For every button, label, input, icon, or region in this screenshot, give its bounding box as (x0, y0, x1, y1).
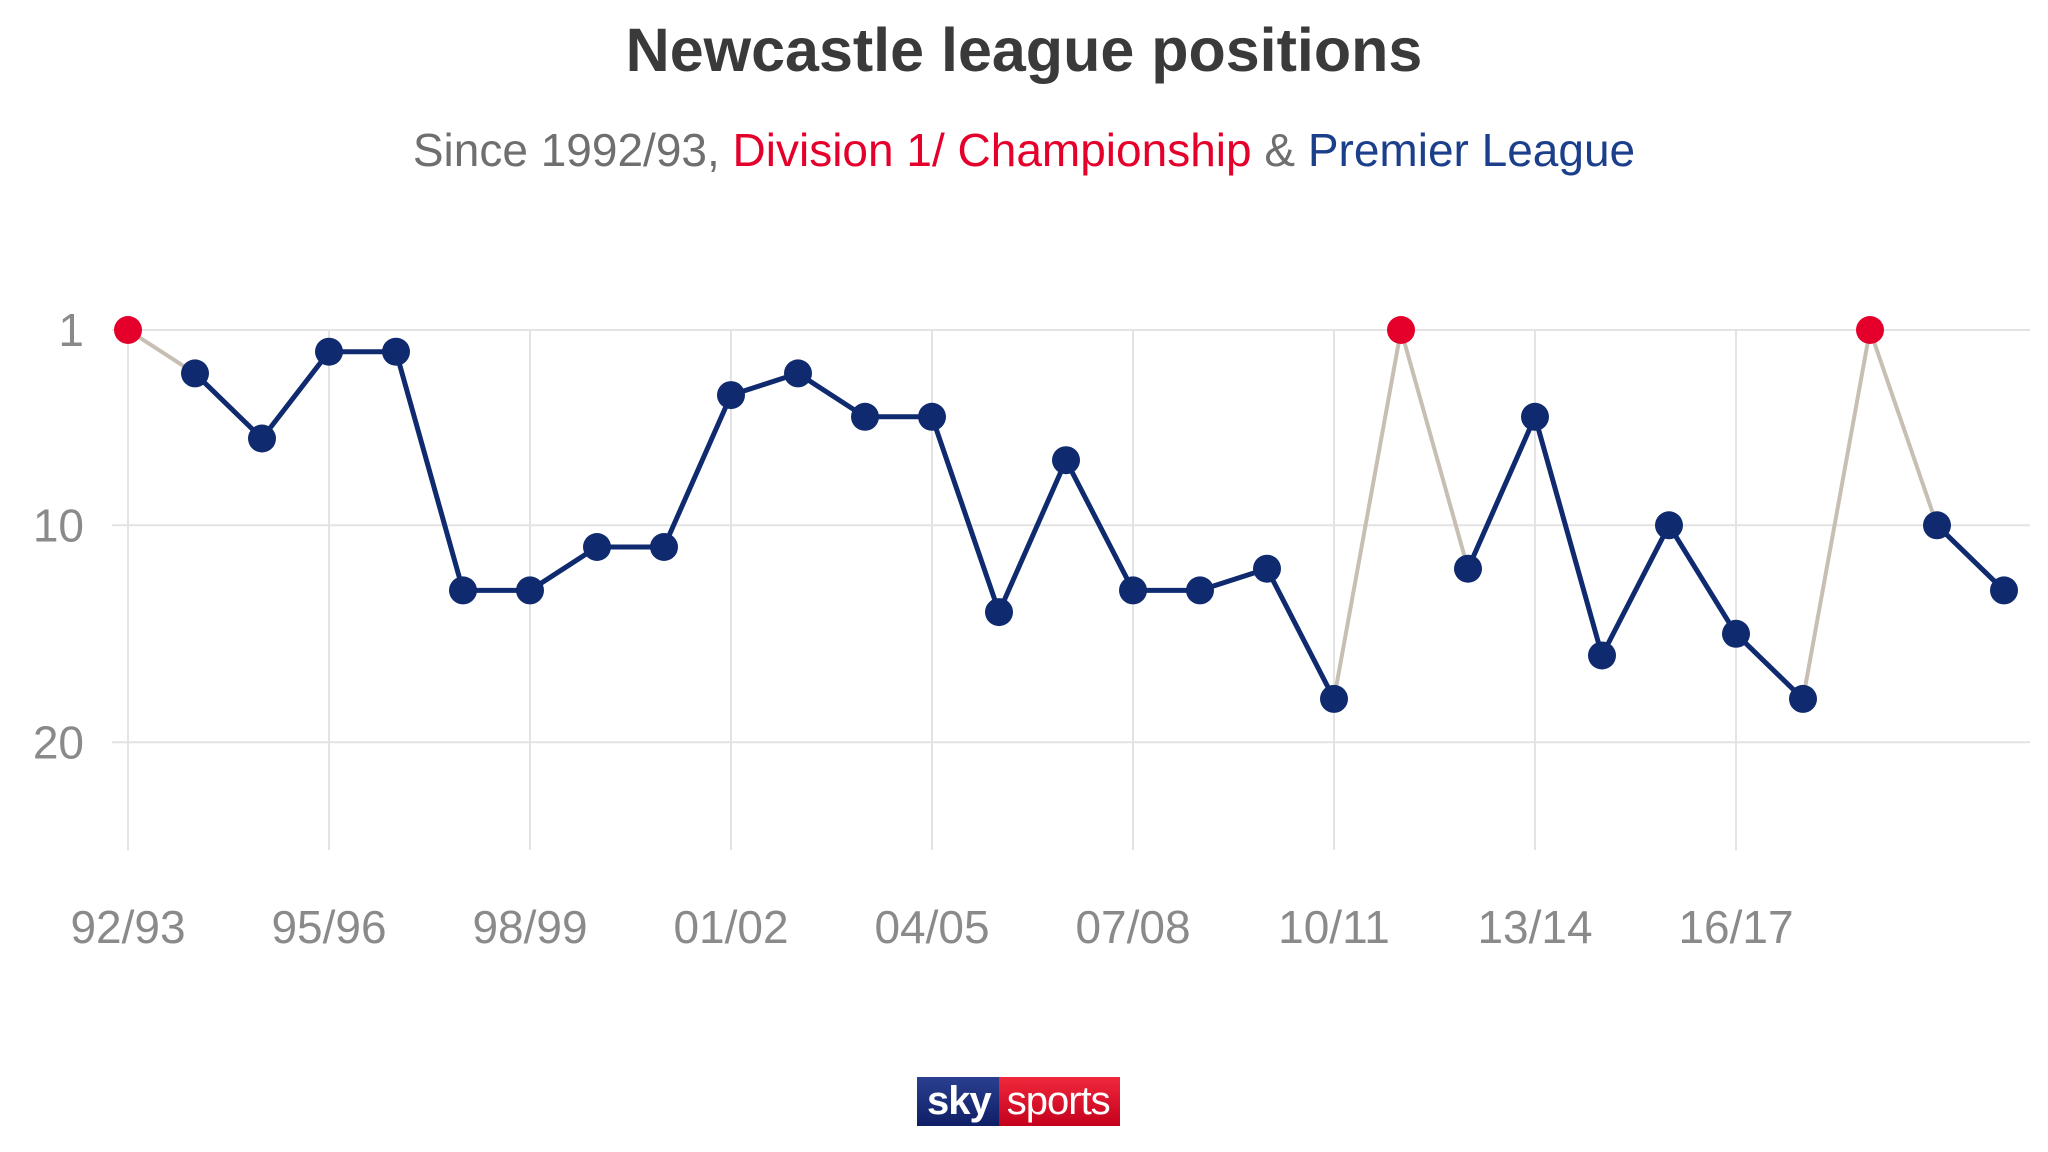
premier-league-point (1119, 576, 1147, 605)
premier-league-point (1052, 446, 1080, 475)
x-tick-label: 04/05 (874, 901, 989, 953)
premier-league-point (1186, 576, 1214, 605)
premier-league-point (784, 359, 812, 388)
premier-league-point (516, 576, 544, 605)
subtitle-prefix: Since 1992/93, (412, 124, 733, 176)
premier-league-point (1454, 554, 1482, 583)
premier-league-segment (1733, 631, 1806, 702)
premier-league-point (650, 533, 678, 561)
subtitle-championship: Division 1/ Championship (732, 124, 1252, 176)
connector-segment (1801, 328, 1872, 701)
x-tick-label: 13/14 (1477, 901, 1592, 953)
y-tick-label: 1 (58, 304, 84, 356)
premier-league-point (1521, 402, 1549, 431)
x-tick-label: 92/93 (70, 901, 185, 953)
premier-league-point (449, 576, 477, 605)
premier-league-point (1655, 511, 1683, 540)
premier-league-point (851, 402, 879, 431)
y-tick-label: 20 (33, 716, 84, 768)
premier-league-point (1253, 554, 1281, 583)
premier-league-point (1789, 684, 1817, 713)
premier-league-point (315, 337, 343, 366)
premier-league-point (985, 598, 1013, 627)
premier-league-point (181, 359, 209, 388)
premier-league-segment (996, 457, 1069, 615)
subtitle-premier-league: Premier League (1307, 124, 1636, 176)
premier-league-segment (1264, 566, 1337, 702)
premier-league-segment (661, 392, 734, 550)
premier-league-segment (1934, 522, 2007, 593)
x-tick-label: 16/17 (1678, 901, 1793, 953)
y-tick-label: 10 (33, 499, 84, 551)
subtitle-ampersand: & (1251, 124, 1308, 176)
premier-league-segment (192, 370, 265, 441)
premier-league-segment (393, 349, 466, 593)
premier-league-point (583, 533, 611, 561)
premier-league-point (1923, 511, 1951, 540)
championship-point (1387, 316, 1415, 344)
x-tick-label: 01/02 (673, 901, 788, 953)
championship-point (114, 316, 142, 344)
chart-title: Newcastle league positions (625, 16, 1423, 84)
logo-sky: sky (917, 1077, 999, 1126)
premier-league-segment (929, 414, 1002, 615)
premier-league-point (248, 424, 276, 453)
x-tick-label: 98/99 (472, 901, 587, 953)
connector-segment (1332, 328, 1403, 701)
x-tick-label: 10/11 (1278, 901, 1390, 953)
premier-league-point (1722, 619, 1750, 648)
logo-sports: sports (998, 1077, 1120, 1126)
premier-league-point (1588, 641, 1616, 670)
sky-sports-logo: sky sports (917, 1077, 1120, 1126)
premier-league-point (717, 381, 745, 410)
premier-league-segment (1532, 414, 1605, 658)
premier-league-segment (1666, 522, 1739, 637)
premier-league-segment (259, 349, 332, 441)
premier-league-point (1320, 684, 1348, 713)
premier-league-point (1990, 576, 2018, 605)
x-tick-label: 95/96 (271, 901, 386, 953)
premier-league-point (918, 402, 946, 431)
chart-subtitle: Since 1992/93, Division 1/ Championship … (0, 118, 2048, 182)
premier-league-segment (1465, 414, 1538, 572)
premier-league-segment (1063, 457, 1136, 593)
premier-league-segment (1599, 522, 1672, 658)
connector-segment (1868, 328, 1939, 528)
championship-point (1856, 316, 1884, 344)
connector-segment (1399, 328, 1470, 571)
premier-league-point (382, 337, 410, 366)
x-tick-label: 07/08 (1075, 901, 1190, 953)
